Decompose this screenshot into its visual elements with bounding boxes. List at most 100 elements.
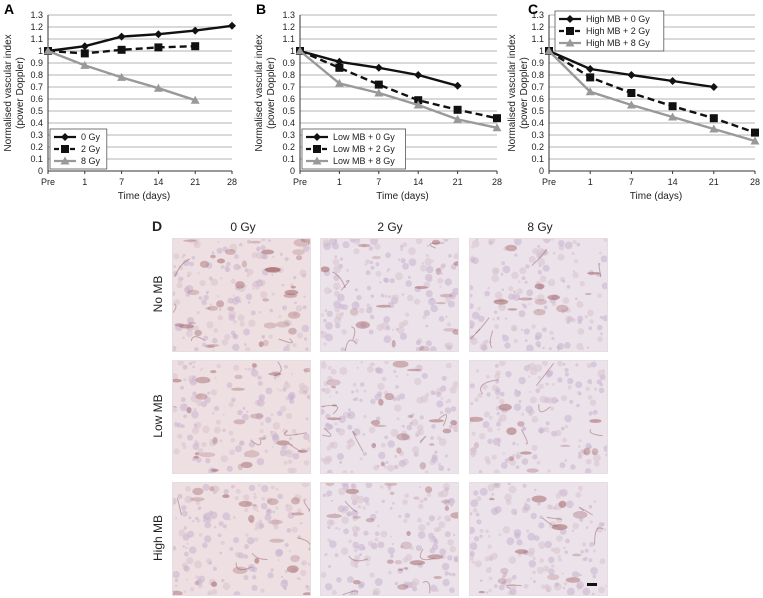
series-line [548, 49, 714, 89]
y-axis-label-line2: (power Doppler) [519, 57, 530, 129]
y-tick-label: 0 [38, 166, 43, 176]
data-point [374, 63, 383, 72]
series-line [299, 50, 498, 129]
legend: High MB + 0 Gy High MB + 2 Gy High MB + 8 … [554, 10, 665, 52]
x-tick-label: 14 [668, 177, 678, 187]
y-axis-label-line1: Normalised vascular index [3, 34, 14, 151]
data-point [709, 114, 718, 123]
data-point [627, 89, 636, 97]
legend-marker [60, 156, 70, 165]
series-line [47, 45, 196, 55]
y-axis-label-line2: (power Doppler) [15, 57, 26, 129]
y-tick-label: 1.3 [30, 10, 43, 20]
data-point [709, 124, 719, 133]
y-tick-label: 0.7 [30, 82, 43, 92]
data-point [335, 63, 344, 72]
tissue-texture [321, 483, 458, 595]
x-tick-label: 1 [82, 177, 87, 187]
y-tick-label: 1.2 [30, 22, 43, 32]
tissue-texture [470, 361, 607, 473]
data-point [453, 105, 462, 114]
data-point [191, 26, 200, 35]
micrograph-high-mb-0gy [172, 482, 311, 596]
y-tick-label: 0.3 [282, 130, 295, 140]
data-point [153, 83, 163, 92]
x-tick-label: 7 [629, 177, 634, 187]
data-point [80, 42, 89, 51]
legend-entry: Low MB + 2 Gy [333, 144, 395, 154]
y-axis-label-line2: (power Doppler) [266, 57, 277, 129]
y-tick-label: 0.4 [531, 118, 544, 128]
y-tick-label: 0.8 [531, 70, 544, 80]
y-tick-label: 0.6 [282, 94, 295, 104]
y-tick-label: 0.1 [30, 154, 43, 164]
y-tick-label: 0.1 [531, 154, 544, 164]
data-point [668, 102, 677, 111]
data-point [117, 72, 127, 81]
micrograph-low-mb-8gy [469, 360, 608, 474]
legend-entry: High MB + 0 Gy [586, 14, 650, 24]
y-tick-label: 0.1 [282, 154, 295, 164]
x-tick-label: 21 [453, 177, 463, 187]
data-point [544, 46, 554, 55]
legend-marker [566, 27, 574, 35]
y-tick-label: 1.1 [531, 34, 544, 44]
column-label-2gy: 2 Gy [377, 220, 403, 234]
y-tick-label: 0.7 [531, 82, 544, 92]
data-point [117, 32, 126, 41]
data-point [374, 80, 383, 89]
series-line [548, 49, 756, 134]
x-tick-label: 14 [413, 177, 423, 187]
y-tick-label: 0.2 [282, 142, 295, 152]
y-tick-label: 0.4 [282, 118, 295, 128]
data-point [586, 73, 595, 82]
legend: Low MB + 0 Gy Low MB + 2 Gy Low MB + 8 Gy [301, 128, 406, 170]
y-tick-label: 1.2 [282, 22, 295, 32]
legend-entry: High MB + 8 Gy [586, 38, 650, 48]
micrograph-low-mb-2gy [320, 360, 459, 474]
micrograph-high-mb-8gy [469, 482, 608, 596]
y-tick-label: 0.8 [282, 70, 295, 80]
data-point [80, 60, 90, 69]
micrograph-high-mb-2gy [320, 482, 459, 596]
legend-marker [313, 145, 321, 153]
y-tick-label: 0.5 [531, 106, 544, 116]
y-tick-label: 0 [539, 166, 544, 176]
data-point [228, 21, 236, 30]
y-tick-label: 0.2 [30, 142, 43, 152]
legend-entry: 0 Gy [81, 132, 101, 142]
x-tick-label: 28 [492, 177, 502, 187]
x-tick-label: 7 [119, 177, 124, 187]
legend-marker [61, 133, 69, 141]
column-label-0gy: 0 Gy [230, 220, 256, 234]
x-tick-label: Pre [542, 177, 556, 187]
data-point [414, 71, 423, 79]
y-tick-label: 1.3 [282, 10, 295, 20]
x-tick-label: 14 [153, 177, 163, 187]
tissue-texture [173, 361, 310, 473]
data-point [751, 128, 759, 137]
data-point [335, 57, 344, 66]
data-point [585, 87, 595, 96]
y-tick-label: 0 [290, 166, 295, 176]
data-point [668, 112, 678, 121]
series-line [548, 50, 756, 143]
micrograph-low-mb-0gy [172, 360, 311, 474]
y-tick-label: 0.7 [282, 82, 295, 92]
x-tick-label: 1 [588, 177, 593, 187]
x-tick-label: 28 [227, 177, 237, 187]
scale-bar [587, 583, 597, 586]
y-tick-label: 1.2 [531, 22, 544, 32]
panel-d-letter: D [152, 218, 163, 234]
legend-marker [566, 15, 574, 23]
x-tick-label: Pre [41, 177, 55, 187]
row-label-high-mb: High MB [151, 515, 165, 562]
y-axis-label-line1: Normalised vascular index [507, 34, 518, 151]
x-tick-label: 28 [750, 177, 760, 187]
y-tick-label: 1 [539, 46, 544, 56]
micrograph-no-mb-2gy [320, 238, 459, 352]
y-tick-label: 1 [290, 46, 295, 56]
y-tick-label: 1.3 [531, 10, 544, 20]
data-point [750, 136, 760, 145]
chart-panel-a: A 0 0.1 0.2 0.3 0.4 0.5 0.6 0.7 0.8 0.9 1 1.1 1.2 1.3 P… [3, 1, 237, 202]
